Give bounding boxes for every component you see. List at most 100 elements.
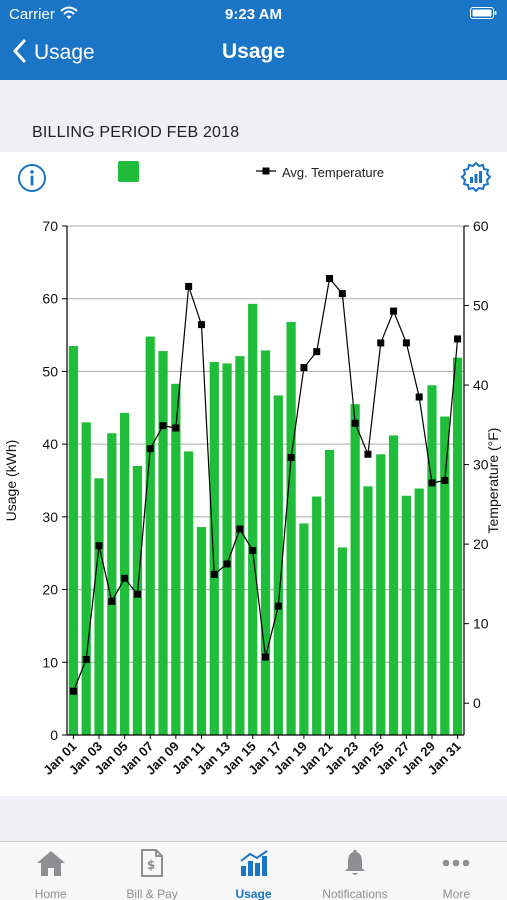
temperature-point <box>441 477 449 484</box>
tab-notifications[interactable]: Notifications <box>304 842 405 900</box>
temperature-point <box>390 307 398 315</box>
gear-chart-icon[interactable] <box>459 160 493 199</box>
temperature-point <box>197 321 205 329</box>
usage-bar <box>427 385 437 735</box>
usage-bar <box>273 395 283 735</box>
temperature-point <box>402 339 410 347</box>
tab-notifications-label: Notifications <box>322 887 388 900</box>
home-icon <box>35 849 67 882</box>
usage-chart: 0 10 20 30 40 50 60 70 0 10 20 30 40 50 60 Jan 01 Jan 03… <box>0 202 507 796</box>
usage-bar <box>350 404 360 735</box>
usage-bar <box>94 478 104 735</box>
usage-bar <box>286 321 296 735</box>
y-tick-label: 20 <box>42 582 58 598</box>
y2-tick-label: 60 <box>473 218 489 234</box>
y2-tick-label: 10 <box>473 616 489 632</box>
usage-bar <box>299 523 309 735</box>
info-icon[interactable] <box>17 163 47 198</box>
chevron-left-icon <box>12 39 26 68</box>
bottom-spacer <box>0 796 507 841</box>
usage-bar <box>260 350 271 735</box>
page-title: Usage <box>221 40 286 63</box>
temperature-point <box>377 339 385 347</box>
tab-usage[interactable]: Usage <box>203 842 304 900</box>
temperature-point <box>172 424 180 432</box>
usage-bar <box>312 496 322 735</box>
navigation-bar: Usage Usage <box>0 28 507 80</box>
usage-bar <box>171 383 181 735</box>
temperature-point <box>351 419 359 427</box>
y2-axis-title: Temperature (°F) <box>485 428 501 534</box>
legend-temperature: Avg. Temperature <box>256 163 384 181</box>
temperature-point <box>415 393 423 401</box>
tab-bill-pay[interactable]: $ Bill & Pay <box>101 842 202 900</box>
legend-usage-swatch <box>118 161 139 182</box>
temperature-point <box>364 450 372 458</box>
temperature-point <box>210 570 218 578</box>
usage-bar <box>184 451 194 735</box>
tab-home-label: Home <box>34 887 67 900</box>
usage-bar <box>452 357 463 735</box>
y-tick-label: 10 <box>42 654 58 670</box>
temperature-point <box>185 282 193 290</box>
y-tick-label: 0 <box>50 727 58 743</box>
status-time: 9:23 AM <box>225 6 282 23</box>
y2-tick-label: 40 <box>473 377 489 393</box>
temperature-point <box>121 574 129 582</box>
y-tick-label: 60 <box>42 291 58 307</box>
usage-bar <box>363 486 373 735</box>
chart-toolbar: Avg. Temperature <box>0 152 507 202</box>
back-button[interactable]: Usage <box>12 36 95 70</box>
temperature-point <box>454 335 462 343</box>
temperature-point <box>287 453 295 461</box>
billing-period-title: BILLING PERIOD FEB 2018 <box>32 124 240 141</box>
usage-bar <box>132 465 143 735</box>
header: Carrier 9:23 AM Usage Usa <box>0 0 507 80</box>
temperature-point <box>108 597 116 605</box>
usage-chart-icon <box>238 849 270 882</box>
svg-text:$: $ <box>147 858 155 872</box>
temperature-point <box>326 274 334 282</box>
temperature-point <box>428 479 436 487</box>
temperature-point <box>262 653 269 661</box>
billing-period-section: BILLING PERIOD FEB 2018 <box>0 80 507 152</box>
temperature-point <box>95 542 103 550</box>
tab-more-label: More <box>442 887 470 900</box>
y-axis-title: Usage (kWh) <box>3 440 19 522</box>
y-tick-label: 30 <box>42 509 58 525</box>
tab-home[interactable]: Home <box>0 842 101 900</box>
usage-bar <box>376 454 386 735</box>
y-tick-label: 40 <box>42 436 58 452</box>
y2-tick-label: 0 <box>473 695 481 711</box>
usage-bar <box>158 351 168 735</box>
bill-icon: $ <box>139 849 165 882</box>
bell-icon <box>341 849 369 882</box>
usage-bar <box>248 303 258 735</box>
tab-bill-pay-label: Bill & Pay <box>126 887 178 900</box>
y2-tick-label: 30 <box>473 457 489 473</box>
usage-bar <box>209 361 219 735</box>
usage-bar <box>401 495 411 735</box>
usage-bar <box>235 356 245 735</box>
usage-bar <box>222 363 232 735</box>
usage-bar <box>145 336 155 735</box>
tab-usage-label: Usage <box>235 887 272 900</box>
temperature-point <box>249 546 257 554</box>
temperature-point <box>300 364 308 372</box>
usage-bar <box>414 488 424 735</box>
tab-more[interactable]: More <box>406 842 507 900</box>
tab-bar: Home $ Bill & Pay Usage <box>0 841 507 900</box>
usage-bar <box>337 547 347 735</box>
y2-tick-label: 50 <box>473 298 489 314</box>
temperature-point <box>146 445 154 453</box>
wifi-icon <box>60 6 78 25</box>
usage-bar <box>81 422 91 735</box>
usage-bar <box>440 416 450 735</box>
more-icon <box>440 849 472 882</box>
usage-bar <box>324 449 335 735</box>
status-bar: Carrier 9:23 AM <box>0 0 507 28</box>
y2-tick-label: 20 <box>473 536 489 552</box>
usage-bar <box>120 412 130 735</box>
temperature-point <box>236 525 244 533</box>
